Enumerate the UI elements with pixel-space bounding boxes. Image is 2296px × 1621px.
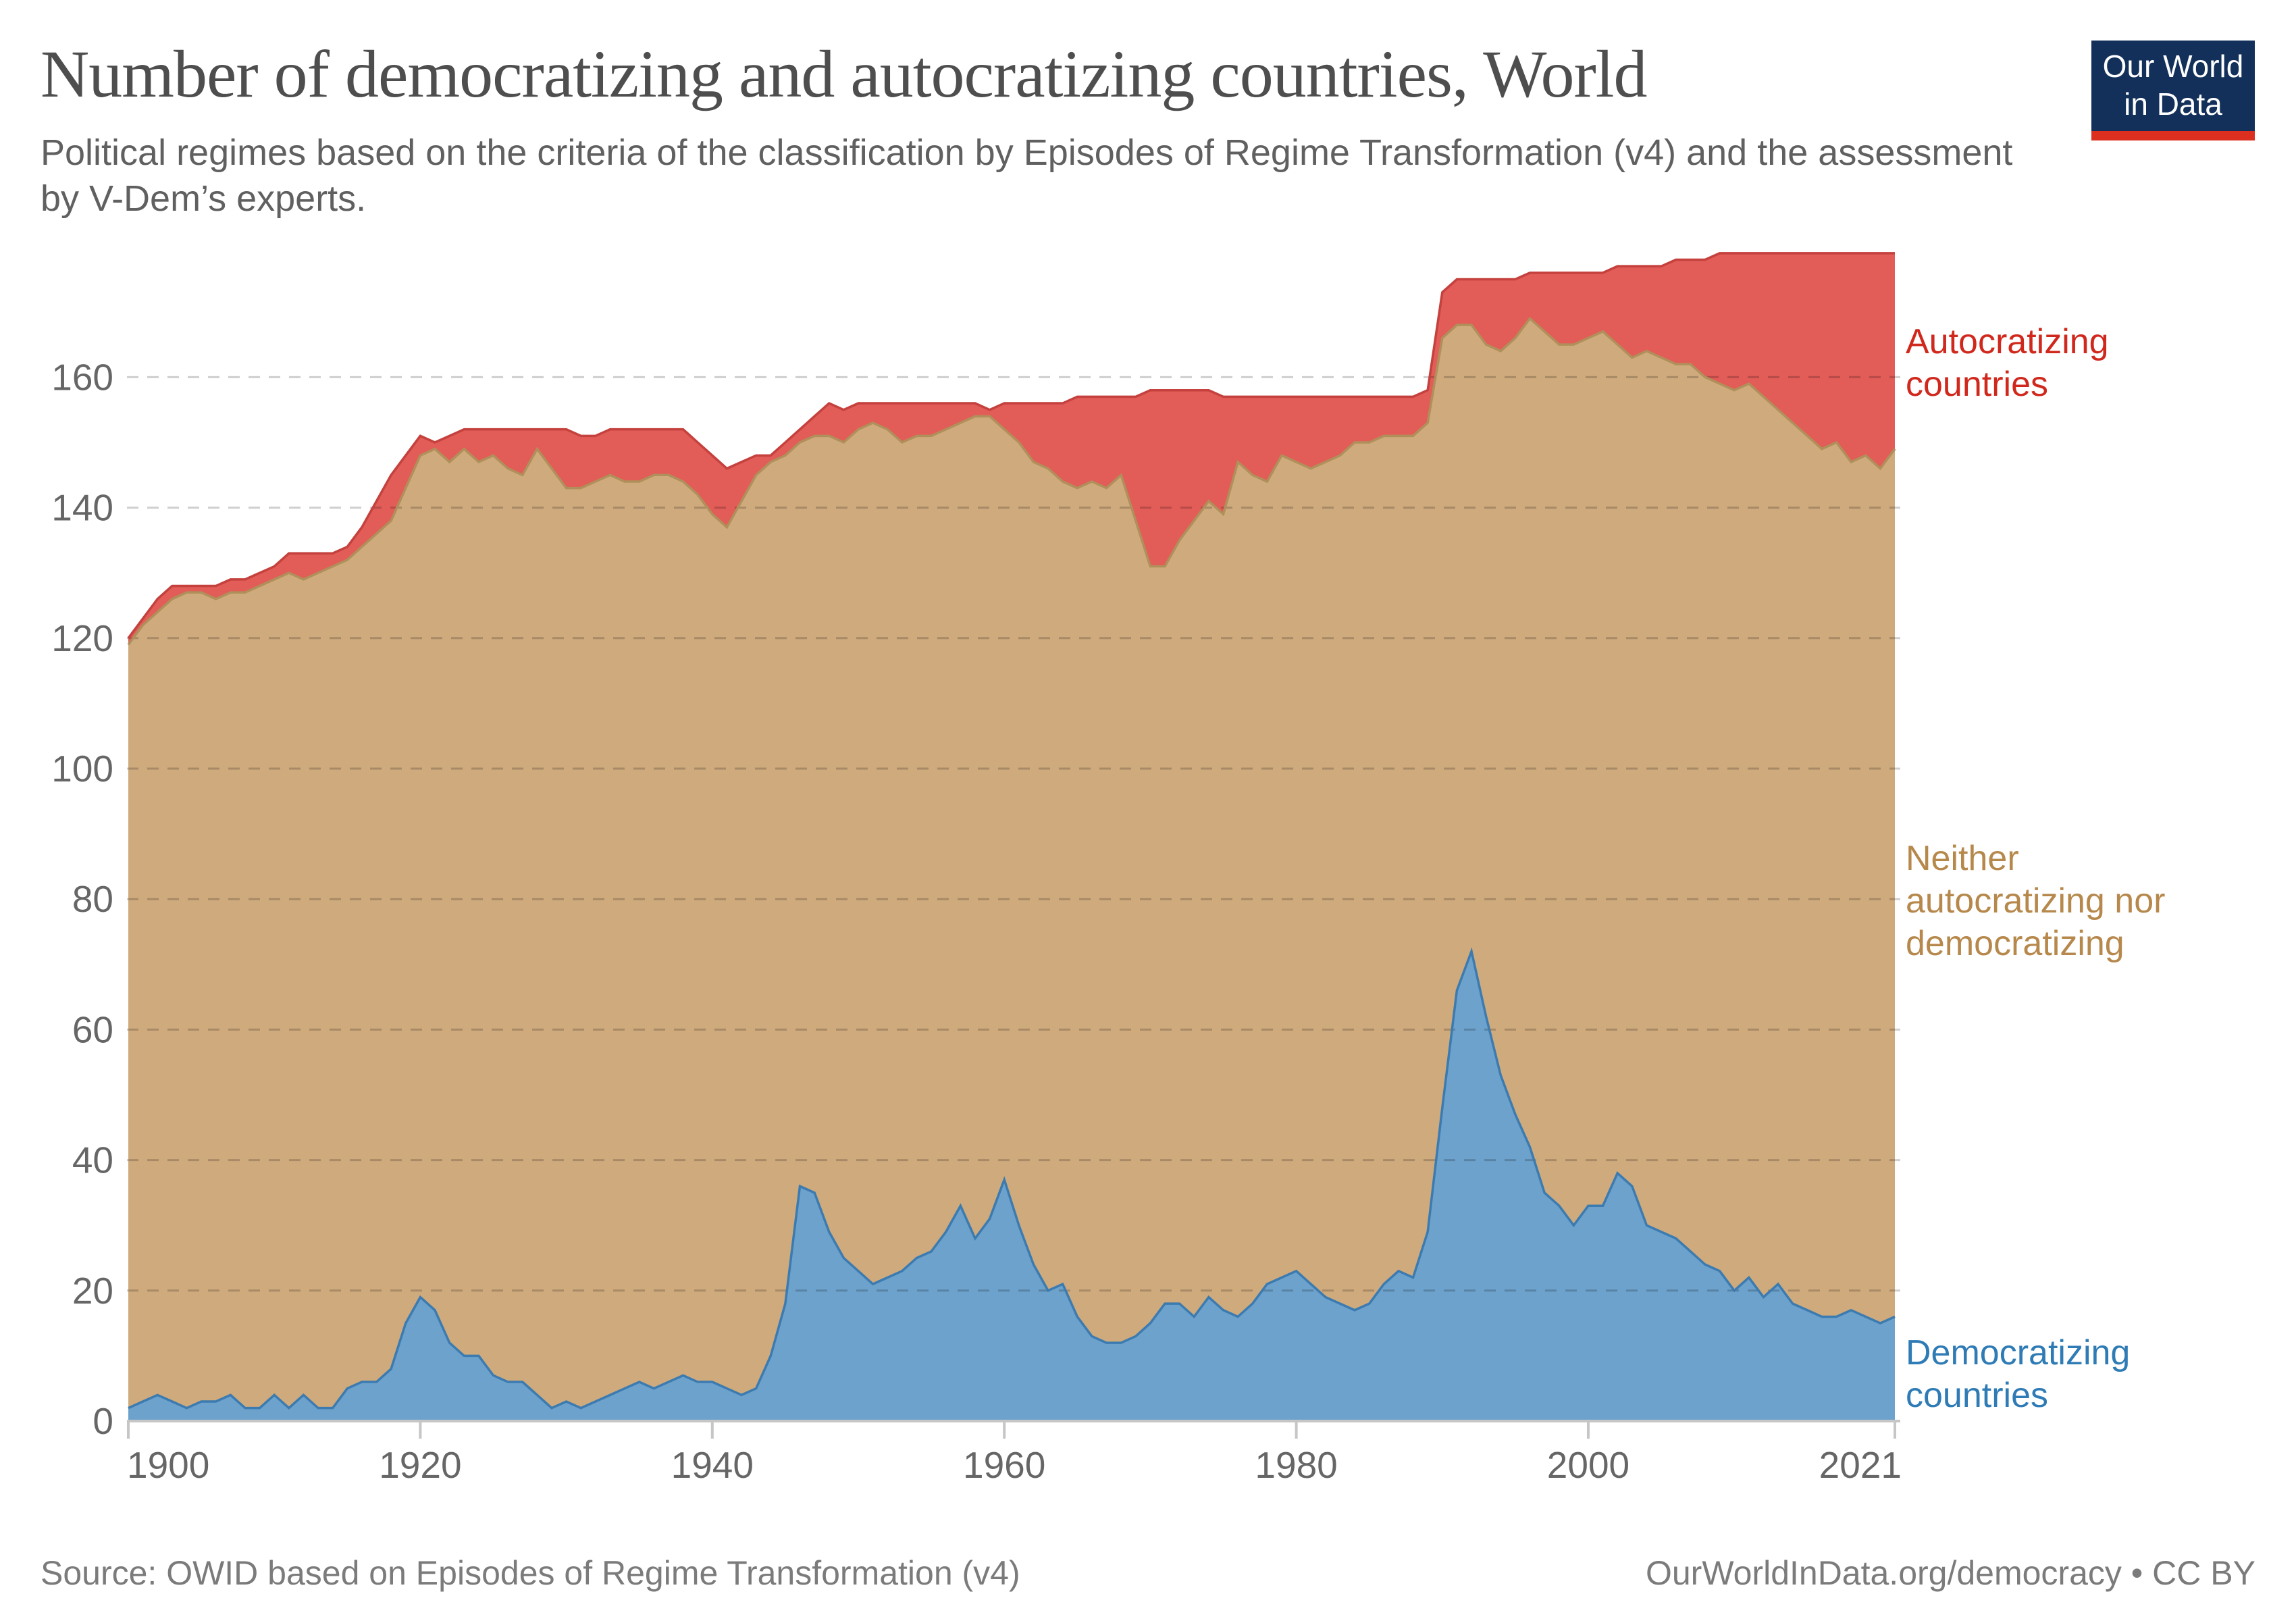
legend-label-autocratizing: Autocratizing countries bbox=[1906, 322, 2109, 404]
y-tick-label-80: 80 bbox=[72, 878, 113, 920]
y-tick-label-100: 100 bbox=[51, 748, 113, 790]
area-outline-1 bbox=[127, 316, 1896, 646]
band-outlines bbox=[127, 252, 1896, 1410]
chart-subtitle: Political regimes based on the criteria … bbox=[41, 132, 2013, 219]
owid-logo-box: Our World in Data bbox=[2091, 41, 2255, 131]
x-tick-label-1980: 1980 bbox=[1255, 1444, 1337, 1486]
area-1 bbox=[128, 318, 1895, 1408]
owid-logo-red-bar bbox=[2091, 131, 2255, 140]
owid-logo-line1: Our World bbox=[2102, 49, 2244, 84]
area-outline-0 bbox=[128, 947, 1896, 1410]
x-tick-label-1940: 1940 bbox=[671, 1444, 754, 1486]
y-tick-label-0: 0 bbox=[93, 1400, 113, 1442]
legend-label-democratizing: Democratizing countries bbox=[1906, 1333, 2131, 1415]
x-tick-label-2000: 2000 bbox=[1547, 1444, 1629, 1486]
y-tick-label-20: 20 bbox=[72, 1270, 113, 1312]
x-tick-label-2021: 2021 bbox=[1819, 1444, 1902, 1486]
y-tick-label-60: 60 bbox=[72, 1008, 113, 1050]
area-0 bbox=[128, 951, 1895, 1421]
chart-title: Number of democratizing and autocratizin… bbox=[41, 36, 1648, 111]
area-2 bbox=[128, 253, 1895, 645]
area-outline-2 bbox=[127, 252, 1895, 639]
owid-logo-line2: in Data bbox=[2124, 86, 2222, 122]
x-tick-label-1920: 1920 bbox=[379, 1444, 461, 1486]
y-tick-label-120: 120 bbox=[51, 617, 113, 659]
source-text: Source: OWID based on Episodes of Regime… bbox=[41, 1554, 1020, 1592]
x-tick-label-1960: 1960 bbox=[963, 1444, 1045, 1486]
owid-logo: Our World in Data bbox=[2091, 41, 2255, 140]
y-tick-label-40: 40 bbox=[72, 1139, 113, 1181]
credit-link[interactable]: OurWorldInData.org/democracy • CC BY bbox=[1645, 1554, 2255, 1592]
legend-label-neither: Neither autocratizing nor democratizing bbox=[1906, 839, 2166, 963]
y-tick-label-140: 140 bbox=[51, 487, 113, 529]
y-tick-label-160: 160 bbox=[51, 356, 113, 398]
x-tick-label-1900: 1900 bbox=[127, 1444, 209, 1486]
axes: 0 20 40 60 80 100 120 140 160 1900 1920 1940 1960 198… bbox=[51, 356, 1902, 1486]
area-bands bbox=[128, 253, 1895, 1421]
